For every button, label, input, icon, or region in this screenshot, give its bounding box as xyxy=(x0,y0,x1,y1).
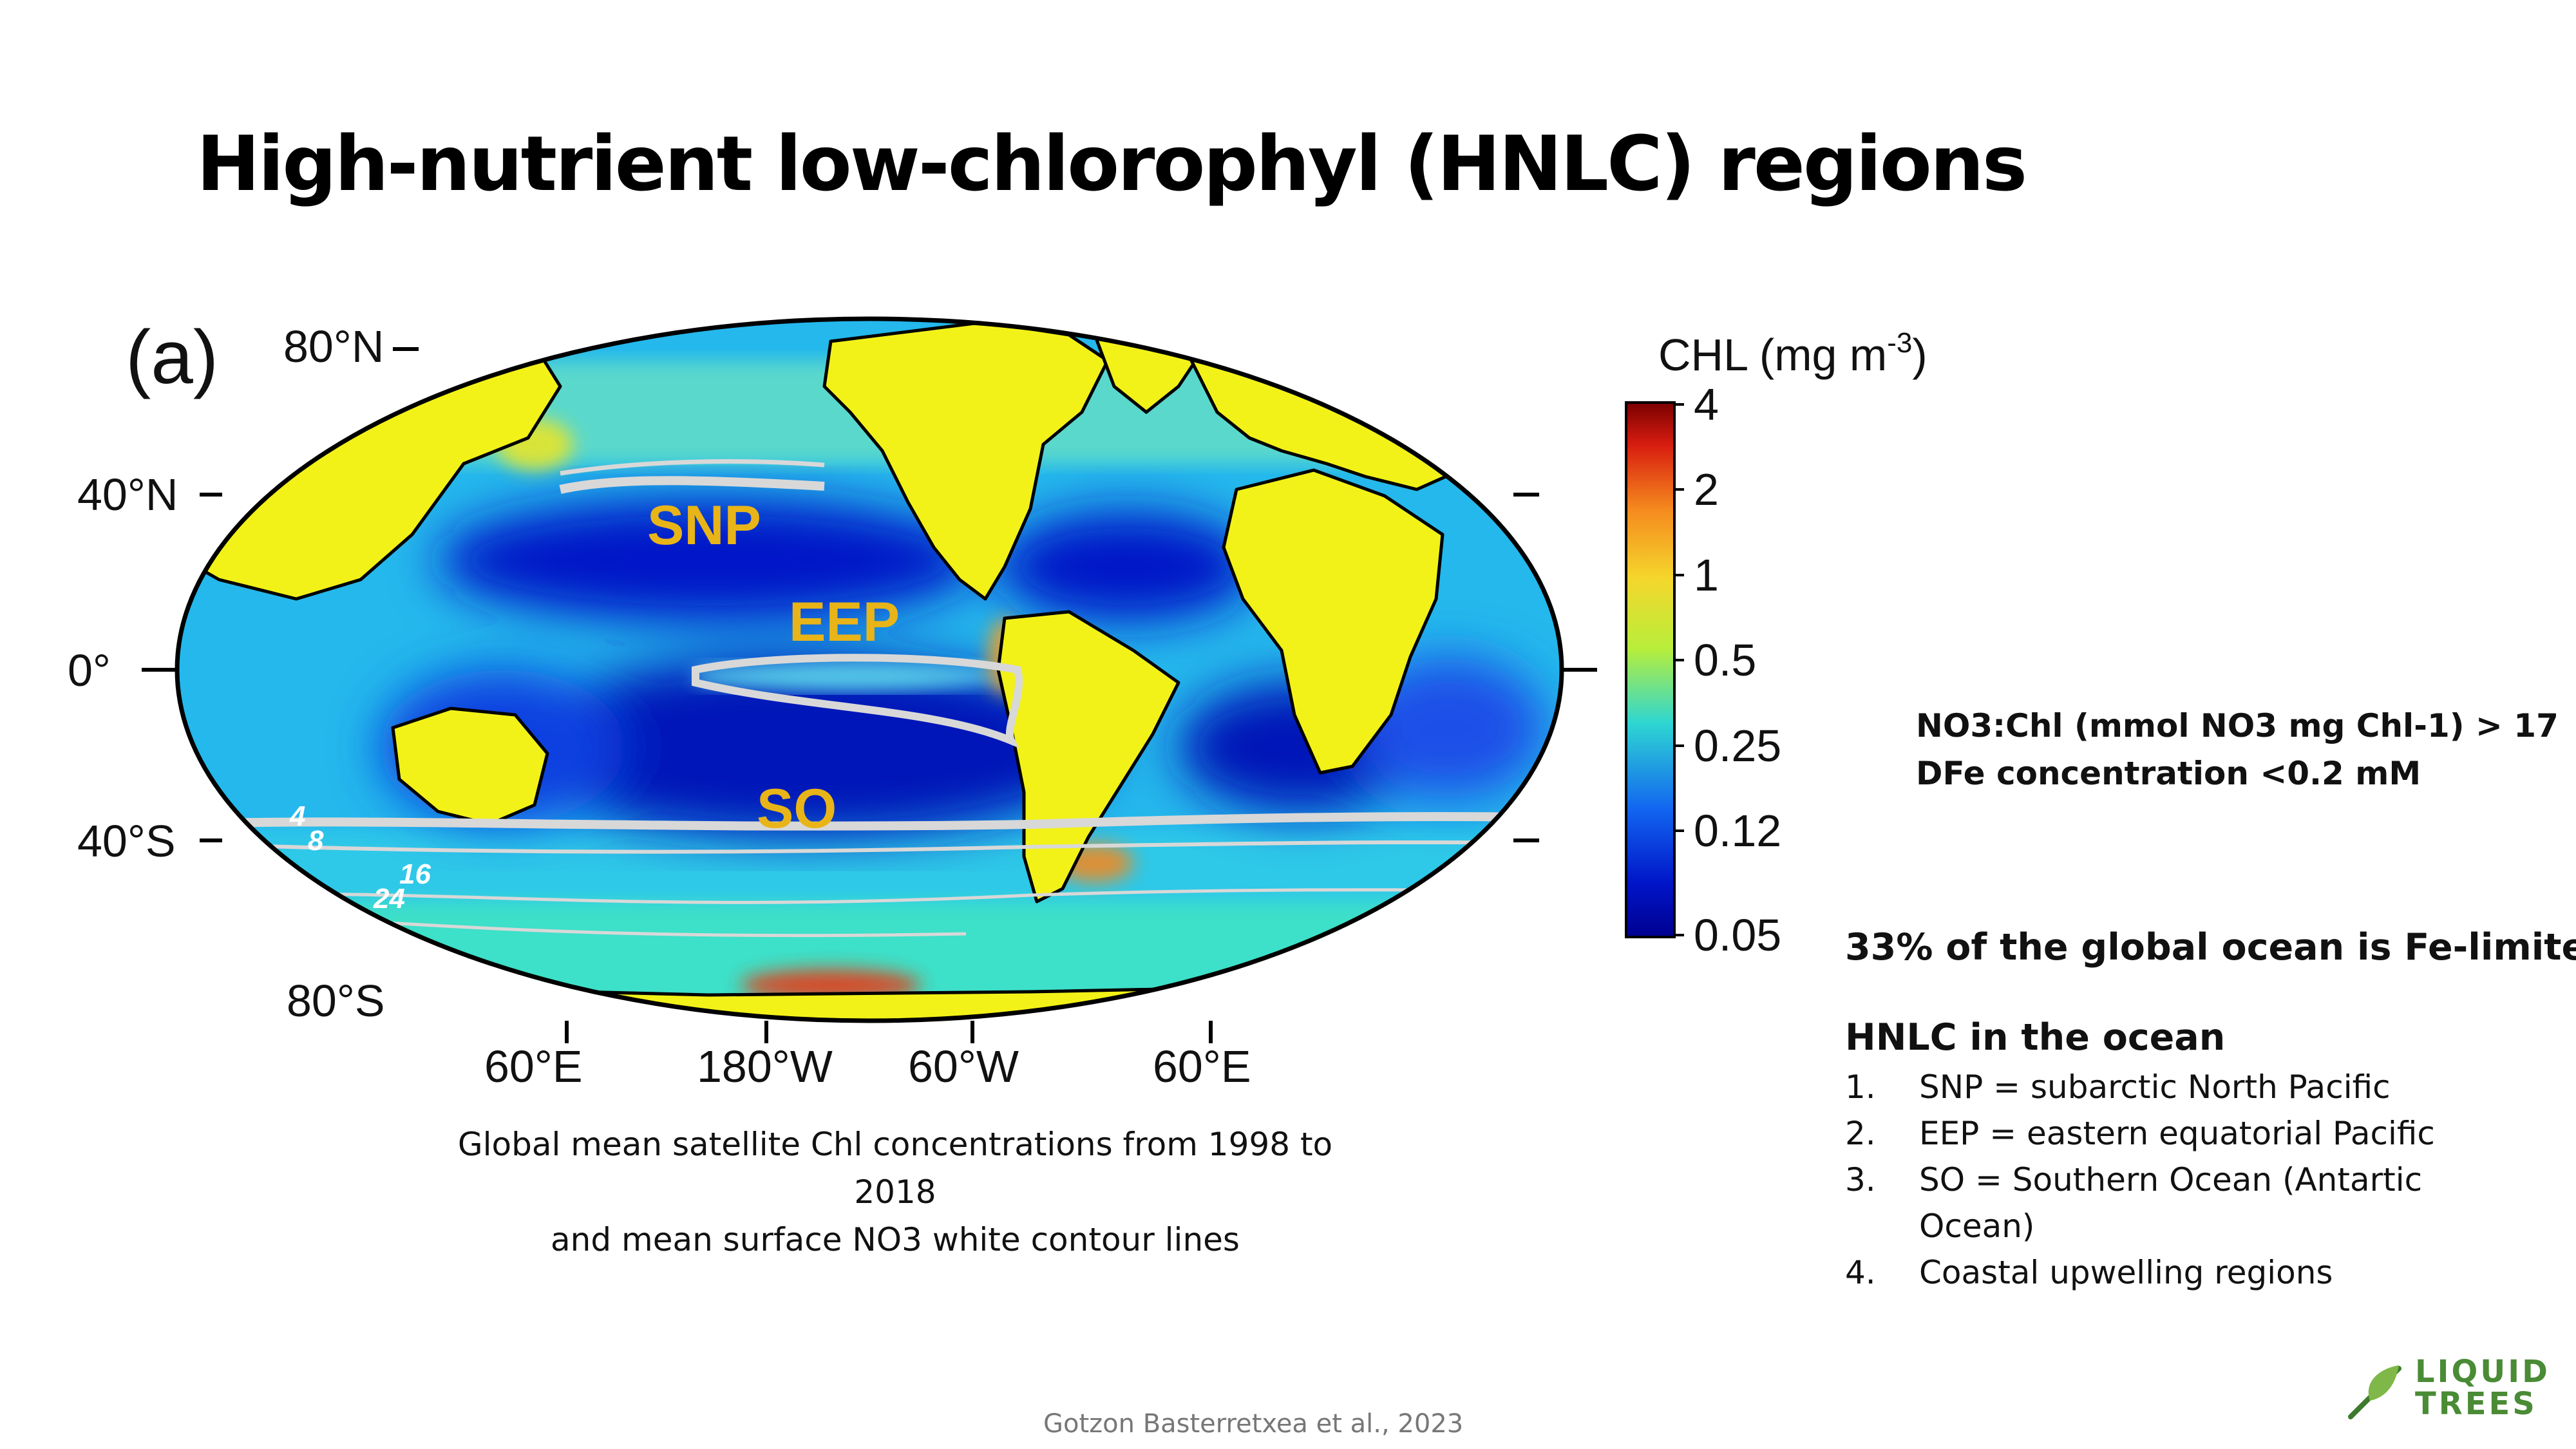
list-item: 3. SO = Southern Ocean (Antartic Ocean) xyxy=(1845,1157,2502,1249)
caption-line-1: Global mean satellite Chl concentrations… xyxy=(457,1126,1333,1211)
contour-label-16: 16 xyxy=(399,858,431,890)
criteria-line-1: NO3:Chl (mmol NO3 mg Chl-1) > 17 xyxy=(1916,707,2559,744)
lat-label-40s: 40°S xyxy=(77,816,176,866)
map-ticks xyxy=(142,347,1597,1043)
contour-label-4: 4 xyxy=(289,800,305,832)
colorbar-title-main: CHL (mg m xyxy=(1658,330,1887,380)
list-item: 4. Coastal upwelling regions xyxy=(1845,1249,2502,1296)
panel-label: (a) xyxy=(126,315,218,400)
liquid-trees-logo: LIQUID TREES xyxy=(2344,1356,2557,1426)
lon-label-60w: 60°W xyxy=(908,1041,1019,1092)
hnlc-criteria: NO3:Chl (mmol NO3 mg Chl-1) > 17 DFe con… xyxy=(1916,702,2559,797)
leaf-icon xyxy=(2348,1365,2401,1419)
no3-contours xyxy=(177,459,1562,938)
region-label-eep: EEP xyxy=(789,591,900,653)
colorbar xyxy=(1625,401,1676,938)
lat-label-80n: 80°N xyxy=(283,321,384,372)
colorbar-tick-0-05: 0.05 xyxy=(1694,910,1781,960)
list-item: 2. EEP = eastern equatorial Pacific xyxy=(1845,1110,2502,1157)
lon-label-60e-left: 60°E xyxy=(484,1041,583,1092)
source-citation: Gotzon Basterretxea et al., 2023 xyxy=(1043,1409,1464,1439)
criteria-line-2: DFe concentration <0.2 mM xyxy=(1916,755,2421,792)
contour-label-24: 24 xyxy=(373,883,405,914)
lat-label-40n: 40°N xyxy=(77,469,178,520)
list-item-text: SO = Southern Ocean (Antartic Ocean) xyxy=(1919,1161,2423,1245)
hnlc-list: 1. SNP = subarctic North Pacific 2. EEP = … xyxy=(1845,1064,2502,1296)
logo-line-1: LIQUID xyxy=(2415,1354,2550,1390)
colorbar-tick-1: 1 xyxy=(1694,550,1719,600)
figure-caption: Global mean satellite Chl concentrations… xyxy=(412,1121,1378,1264)
lon-label-60e-right: 60°E xyxy=(1153,1041,1251,1092)
list-item-number: 3. xyxy=(1845,1161,1876,1198)
list-item-number: 4. xyxy=(1845,1254,1876,1291)
colorbar-title: CHL (mg m-3) xyxy=(1658,327,1927,380)
region-label-so: SO xyxy=(757,778,837,840)
list-item-text: SNP = subarctic North Pacific xyxy=(1919,1068,2391,1106)
colorbar-tick-0-5: 0.5 xyxy=(1694,635,1756,685)
hnlc-heading: HNLC in the ocean xyxy=(1845,1016,2226,1059)
caption-line-2: and mean surface NO3 white contour lines xyxy=(551,1221,1240,1258)
list-item-text: EEP = eastern equatorial Pacific xyxy=(1919,1115,2435,1152)
contour-label-8: 8 xyxy=(308,825,324,857)
logo-line-2: TREES xyxy=(2415,1386,2537,1422)
colorbar-tick-0-25: 0.25 xyxy=(1694,721,1781,771)
slide-title: High-nutrient low-chlorophyl (HNLC) regi… xyxy=(196,119,2027,208)
list-item-text: Coastal upwelling regions xyxy=(1919,1254,2333,1291)
lon-label-180w: 180°W xyxy=(697,1041,833,1092)
list-item: 1. SNP = subarctic North Pacific xyxy=(1845,1064,2502,1110)
fe-limited-statement: 33% of the global ocean is Fe-limited xyxy=(1845,926,2576,969)
colorbar-ticks xyxy=(1674,403,1684,936)
region-label-snp: SNP xyxy=(647,495,761,556)
lat-label-0: 0° xyxy=(68,645,111,696)
colorbar-title-end: ) xyxy=(1912,330,1927,380)
colorbar-tick-2: 2 xyxy=(1694,464,1719,515)
colorbar-title-sup: -3 xyxy=(1887,327,1912,359)
colorbar-tick-4: 4 xyxy=(1694,379,1719,430)
list-item-number: 2. xyxy=(1845,1115,1876,1152)
list-item-number: 1. xyxy=(1845,1068,1876,1106)
colorbar-tick-0-12: 0.12 xyxy=(1694,806,1781,856)
lat-label-80s: 80°S xyxy=(287,976,385,1026)
